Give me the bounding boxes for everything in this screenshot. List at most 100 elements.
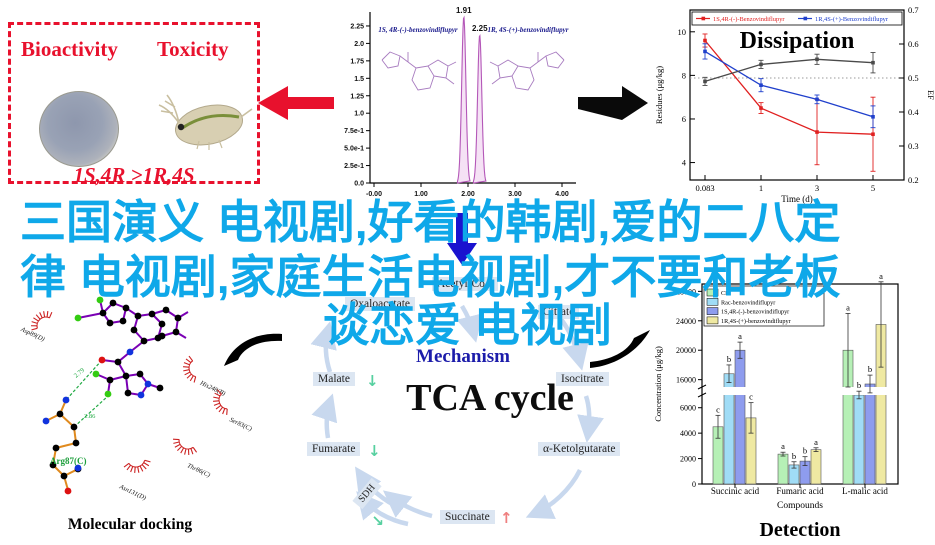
svg-text:Rac-benzovindiflupyr: Rac-benzovindiflupyr	[721, 299, 775, 306]
svg-text:1R,4S-(+)-Benzovindiflupyr: 1R,4S-(+)-Benzovindiflupyr	[815, 16, 889, 23]
svg-text:a: a	[781, 441, 785, 451]
svg-text:Concentration (μg/kg): Concentration (μg/kg)	[653, 346, 663, 422]
svg-text:4000: 4000	[680, 429, 696, 438]
tca-node-fumarate: Fumarate	[307, 442, 361, 456]
svg-text:4: 4	[682, 158, 687, 168]
tca-node-oxaloacetate: Oxaloacetate	[345, 297, 416, 311]
svg-text:His248(B): His248(B)	[198, 379, 226, 397]
molecular-docking-figure: 2.792.86Asp89(D)His248(B)Ser83(C)Thr86(C…	[19, 296, 253, 502]
svg-text:3: 3	[815, 183, 819, 193]
svg-text:b: b	[857, 380, 861, 390]
svg-text:3.00: 3.00	[508, 191, 522, 198]
tca-node-ketoglutarate: α-Ketolgutarate	[538, 442, 621, 456]
svg-text:1: 1	[759, 183, 763, 193]
svg-text:b: b	[727, 354, 731, 364]
fumarate-down-arrow-icon: ↓	[368, 442, 381, 460]
tca-node-citrate: Citrate	[538, 305, 580, 319]
svg-text:CK: CK	[721, 290, 730, 297]
svg-text:a: a	[879, 272, 883, 281]
bioactivity-label: Bioactivity	[21, 37, 118, 61]
toxicity-label: Toxicity	[157, 37, 229, 61]
svg-text:10: 10	[678, 27, 687, 37]
svg-text:0.2: 0.2	[908, 175, 919, 185]
svg-text:Detection: Detection	[759, 519, 840, 541]
svg-text:2.25: 2.25	[472, 24, 488, 33]
svg-text:0.0: 0.0	[354, 181, 364, 188]
blue-down-arrow-icon	[447, 213, 477, 265]
svg-text:1.75: 1.75	[350, 58, 364, 65]
svg-text:1.00: 1.00	[414, 191, 428, 198]
svg-text:2.79: 2.79	[73, 367, 86, 380]
svg-text:2000: 2000	[680, 455, 696, 464]
svg-text:16000: 16000	[676, 376, 696, 385]
svg-text:8: 8	[682, 70, 686, 80]
tca-node-malate: Malate	[313, 372, 355, 386]
svg-text:c: c	[749, 392, 753, 402]
svg-text:6000: 6000	[680, 404, 696, 413]
tca-node-acetyl-coa: Acetyl-CoA	[432, 277, 499, 291]
chromatogram-chart: 2.25 2.0 1.75 1.5 1.25 1.0 7.5e-1 5.0e-1 2.5e-1 0…	[344, 6, 576, 198]
malate-down-arrow-icon: ↓	[366, 372, 379, 390]
overlay-text-line3: 谈恋爱 电视剧	[323, 299, 612, 351]
tca-node-succinate: Succinate	[440, 510, 495, 524]
svg-text:b: b	[868, 364, 872, 374]
molecular-docking-title: Molecular docking	[67, 516, 193, 533]
svg-text:1S,4R-(-)-benzovindiflupyr: 1S,4R-(-)-benzovindiflupyr	[721, 309, 789, 316]
daphnia-image	[158, 94, 253, 150]
svg-text:1R,4S-(+)-benzovindiflupyr: 1R,4S-(+)-benzovindiflupyr	[721, 318, 791, 325]
svg-text:b: b	[803, 446, 807, 456]
svg-text:EF: EF	[926, 90, 935, 100]
svg-text:Succinic acid: Succinic acid	[711, 486, 760, 496]
svg-text:Thr86(C): Thr86(C)	[186, 462, 211, 479]
svg-text:20000: 20000	[676, 346, 696, 355]
svg-text:2.25: 2.25	[350, 23, 364, 30]
curved-arrow-right-icon	[590, 330, 650, 368]
svg-text:1S,4R-(-)-Benzovindiflupyr: 1S,4R-(-)-Benzovindiflupyr	[713, 16, 785, 23]
svg-text:b: b	[792, 451, 796, 461]
svg-text:0: 0	[692, 480, 696, 489]
svg-text:24000: 24000	[676, 317, 696, 326]
mechanism-label: Mechanism	[416, 346, 510, 367]
svg-text:a: a	[814, 437, 818, 447]
svg-text:2.5e-1: 2.5e-1	[344, 163, 364, 170]
svg-text:a: a	[738, 331, 742, 341]
svg-text:1.0: 1.0	[354, 111, 364, 118]
succinate-up-arrow-icon: ↑	[500, 509, 513, 527]
svg-text:Time (d): Time (d)	[781, 194, 812, 204]
petri-dish-image	[39, 91, 119, 167]
svg-text:2.00: 2.00	[461, 191, 475, 198]
svg-text:2.86: 2.86	[84, 413, 96, 420]
svg-text:1S, 4R-(-)-benzovindiflupyr: 1S, 4R-(-)-benzovindiflupyr	[378, 26, 458, 34]
svg-text:0.083: 0.083	[695, 183, 714, 193]
black-right-arrow-icon	[578, 86, 648, 120]
red-left-arrow-icon	[258, 86, 334, 120]
svg-text:0.3: 0.3	[908, 141, 919, 151]
svg-text:c: c	[716, 404, 720, 414]
svg-text:Residues (μg/kg): Residues (μg/kg)	[654, 66, 664, 124]
svg-text:5.0e-1: 5.0e-1	[344, 146, 364, 153]
overlay-text-line1: 三国演义 电视剧,好看的韩剧,爱的二八定	[20, 196, 841, 248]
svg-text:0.7: 0.7	[908, 5, 919, 15]
overlay-text-line2: 律 电视剧,家庭生活电视剧,才不要和老板	[20, 251, 841, 303]
svg-text:Compounds: Compounds	[777, 501, 823, 511]
svg-text:Ser83(C): Ser83(C)	[228, 416, 253, 432]
svg-text:a: a	[846, 302, 850, 312]
svg-text:5: 5	[871, 183, 875, 193]
svg-text:0.4: 0.4	[908, 107, 919, 117]
enantiomer-comparison-caption: 1S,4R >1R,4S	[73, 163, 195, 187]
svg-text:28000: 28000	[676, 287, 696, 296]
svg-text:1.91: 1.91	[456, 6, 472, 15]
svg-text:1R, 4S-(+)-benzovindiflupyr: 1R, 4S-(+)-benzovindiflupyr	[488, 26, 569, 34]
dissipation-chart: 4 6 8 10 0.2 0.3 0.4 0.5 0.6 0.7 0.083 1 3 5 Time (d) R…	[654, 5, 935, 204]
svg-text:7.5e-1: 7.5e-1	[344, 128, 364, 135]
svg-text:L-malic acid: L-malic acid	[842, 486, 888, 496]
tca-node-isocitrate: Isocitrate	[556, 372, 609, 386]
svg-text:0.5: 0.5	[908, 73, 919, 83]
curved-arrow-left-icon	[224, 333, 282, 366]
svg-text:-0.00: -0.00	[366, 191, 382, 198]
svg-text:Arg87(C): Arg87(C)	[50, 456, 87, 466]
bioactivity-toxicity-panel: Bioactivity Toxicity 1S,4R >1R,4S	[8, 22, 260, 187]
tca-cycle-arrows	[310, 304, 604, 527]
svg-text:4.00: 4.00	[555, 191, 569, 198]
